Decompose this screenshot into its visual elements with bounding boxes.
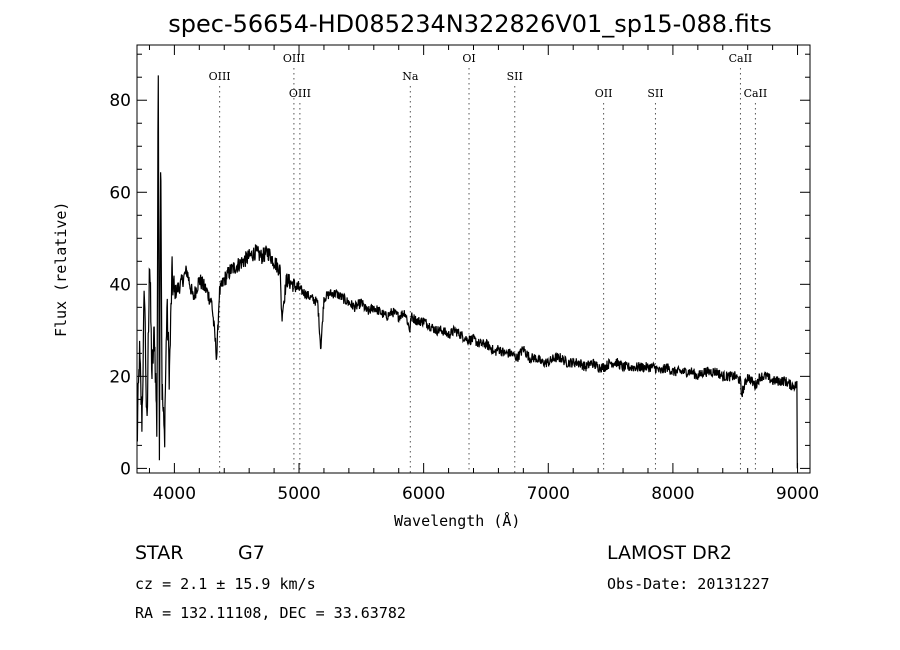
spectral-line-markers <box>219 68 756 473</box>
spectral-line-label: SII <box>647 87 663 100</box>
spectral-line-label: Na <box>402 70 419 83</box>
x-tick-label: 4000 <box>153 484 196 504</box>
spectral-line-label: OIII <box>209 70 231 83</box>
observation-date: Obs-Date: 20131227 <box>607 575 770 593</box>
x-tick-label: 5000 <box>277 484 320 504</box>
spectral-line-label: CaII <box>729 52 753 65</box>
y-tick-label: 60 <box>109 183 131 203</box>
spectral-line-label: SII <box>507 70 523 83</box>
spectral-line-label: CaII <box>744 87 768 100</box>
spectral-line-label: OIII <box>283 52 305 65</box>
x-tick-label: 6000 <box>402 484 445 504</box>
x-tick-labels: 4000 5000 6000 7000 8000 9000 <box>153 484 819 504</box>
x-tick-label: 7000 <box>527 484 570 504</box>
y-tick-label: 20 <box>109 367 131 387</box>
coordinates: RA = 132.11108, DEC = 33.63782 <box>135 604 406 622</box>
y-axis-label: Flux (relative) <box>52 201 70 337</box>
chart-title: spec-56654-HD085234N322826V01_sp15-088.f… <box>168 10 772 38</box>
x-axis-label: Wavelength (Å) <box>394 512 521 530</box>
y-tick-label: 0 <box>120 459 131 479</box>
spectral-line-labels: OIII OIII OIII Na OI SII OII SII CaII CaII <box>209 52 768 100</box>
x-tick-label: 9000 <box>776 484 819 504</box>
y-tick-label: 80 <box>109 91 131 111</box>
y-tick-label: 40 <box>109 275 131 295</box>
spectrum-line <box>136 75 798 469</box>
y-tick-labels: 0 20 40 60 80 <box>109 91 131 479</box>
survey-name: LAMOST DR2 <box>607 542 732 564</box>
spectral-line-label: OIII <box>289 87 311 100</box>
spectral-line-label: OII <box>595 87 613 100</box>
object-class: STAR <box>135 542 184 564</box>
x-tick-label: 8000 <box>651 484 694 504</box>
spectral-line-label: OI <box>462 52 475 65</box>
object-subclass: G7 <box>238 542 265 564</box>
redshift-info: cz = 2.1 ± 15.9 km/s <box>135 575 316 593</box>
plot-frame <box>136 44 811 474</box>
